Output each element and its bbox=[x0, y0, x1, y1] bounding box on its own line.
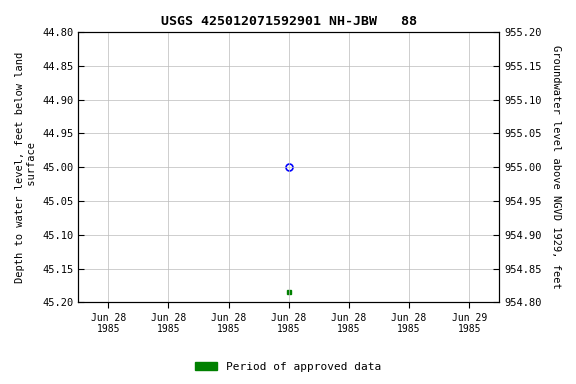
Y-axis label: Depth to water level, feet below land
 surface: Depth to water level, feet below land su… bbox=[15, 51, 37, 283]
Legend: Period of approved data: Period of approved data bbox=[191, 358, 385, 377]
Y-axis label: Groundwater level above NGVD 1929, feet: Groundwater level above NGVD 1929, feet bbox=[551, 45, 561, 289]
Title: USGS 425012071592901 NH-JBW   88: USGS 425012071592901 NH-JBW 88 bbox=[161, 15, 416, 28]
